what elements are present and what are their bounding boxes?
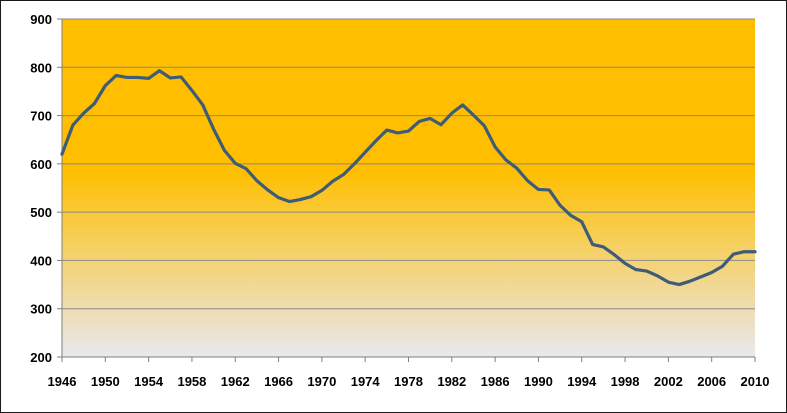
plot-area — [62, 19, 755, 357]
data-point — [223, 149, 226, 152]
x-tick-label: 1958 — [177, 374, 206, 389]
data-point — [72, 124, 74, 127]
x-tick-label: 1978 — [394, 374, 423, 389]
y-tick-marks — [57, 18, 62, 358]
data-point — [732, 253, 735, 255]
data-point — [602, 246, 605, 248]
grid-lines — [62, 18, 755, 310]
data-point — [613, 253, 616, 256]
data-point — [104, 84, 107, 87]
data-point — [169, 77, 172, 79]
data-point — [710, 271, 713, 274]
data-point — [277, 196, 280, 199]
data-point — [234, 162, 237, 165]
data-point — [256, 179, 258, 182]
y-tick-labels: 200 300 400 500 600 700 800 900 — [30, 12, 52, 365]
data-point — [472, 114, 475, 116]
data-point — [645, 270, 648, 272]
x-tick-label: 1970 — [307, 374, 336, 389]
data-point — [494, 146, 496, 148]
data-point — [191, 89, 193, 92]
data-point — [61, 153, 63, 155]
x-tick-label: 1982 — [437, 374, 466, 389]
x-tick-label: 1974 — [351, 374, 381, 389]
data-point — [743, 250, 745, 253]
data-point — [115, 74, 117, 77]
data-point — [180, 76, 182, 78]
data-point — [418, 120, 421, 123]
series-points — [61, 69, 756, 286]
data-point — [212, 128, 215, 130]
y-tick-label: 900 — [30, 12, 52, 27]
y-tick-label: 700 — [30, 109, 52, 124]
data-point — [321, 189, 323, 192]
y-tick-label: 200 — [30, 350, 52, 365]
x-tick-label: 2002 — [654, 374, 683, 389]
data-point — [429, 117, 431, 120]
x-tick-label: 1946 — [48, 374, 77, 389]
data-point — [451, 112, 453, 114]
x-tick-label: 1962 — [221, 374, 250, 389]
data-point — [624, 262, 626, 265]
y-tick-label: 300 — [30, 302, 52, 317]
data-point — [364, 151, 366, 154]
x-tick-label: 1954 — [134, 374, 164, 389]
data-point — [386, 129, 388, 131]
x-tick-label: 1990 — [524, 374, 553, 389]
data-point — [656, 275, 659, 277]
data-point — [570, 214, 572, 217]
data-point — [505, 159, 507, 161]
data-point — [396, 132, 399, 134]
data-point — [667, 281, 670, 283]
data-point — [689, 280, 691, 282]
data-point — [580, 221, 583, 223]
data-point — [126, 76, 128, 79]
x-tick-label: 1950 — [91, 374, 120, 389]
x-tick-label: 1966 — [264, 374, 293, 389]
data-point — [461, 104, 464, 106]
data-point — [201, 104, 204, 106]
data-point — [591, 243, 594, 246]
data-point — [375, 139, 377, 142]
data-point — [537, 188, 540, 191]
x-tick-label: 1986 — [481, 374, 510, 389]
data-point — [635, 268, 637, 271]
data-point — [407, 130, 410, 132]
data-point — [266, 189, 269, 191]
data-point — [310, 195, 312, 198]
data-point — [559, 204, 561, 207]
data-point — [158, 69, 161, 72]
data-point — [526, 179, 529, 182]
data-point — [721, 265, 724, 268]
data-point — [93, 102, 96, 105]
data-point — [700, 276, 702, 278]
data-point — [678, 283, 680, 286]
y-tick-label: 600 — [30, 157, 52, 172]
data-point — [440, 123, 442, 126]
x-tick-labels: 1946 1950 1954 1958 1962 1966 1970 1974 1978 1982… — [48, 374, 770, 389]
data-point — [137, 76, 139, 79]
data-point — [82, 112, 85, 114]
data-point — [299, 198, 302, 201]
y-tick-label: 800 — [30, 60, 52, 75]
data-point — [548, 189, 551, 191]
x-tick-label: 1998 — [611, 374, 640, 389]
y-tick-label: 500 — [30, 205, 52, 220]
x-tick-label: 1994 — [567, 374, 597, 389]
data-point — [754, 250, 756, 253]
x-tick-label: 2010 — [741, 374, 770, 389]
y-tick-label: 400 — [30, 253, 52, 268]
data-point — [342, 173, 345, 176]
data-point — [515, 167, 518, 169]
data-point — [483, 124, 486, 127]
data-point — [331, 180, 334, 183]
data-point — [147, 77, 150, 80]
data-point — [288, 200, 291, 203]
x-tick-label: 2006 — [697, 374, 726, 389]
data-point — [353, 163, 356, 165]
data-point — [245, 167, 247, 170]
x-tick-marks — [61, 357, 756, 362]
